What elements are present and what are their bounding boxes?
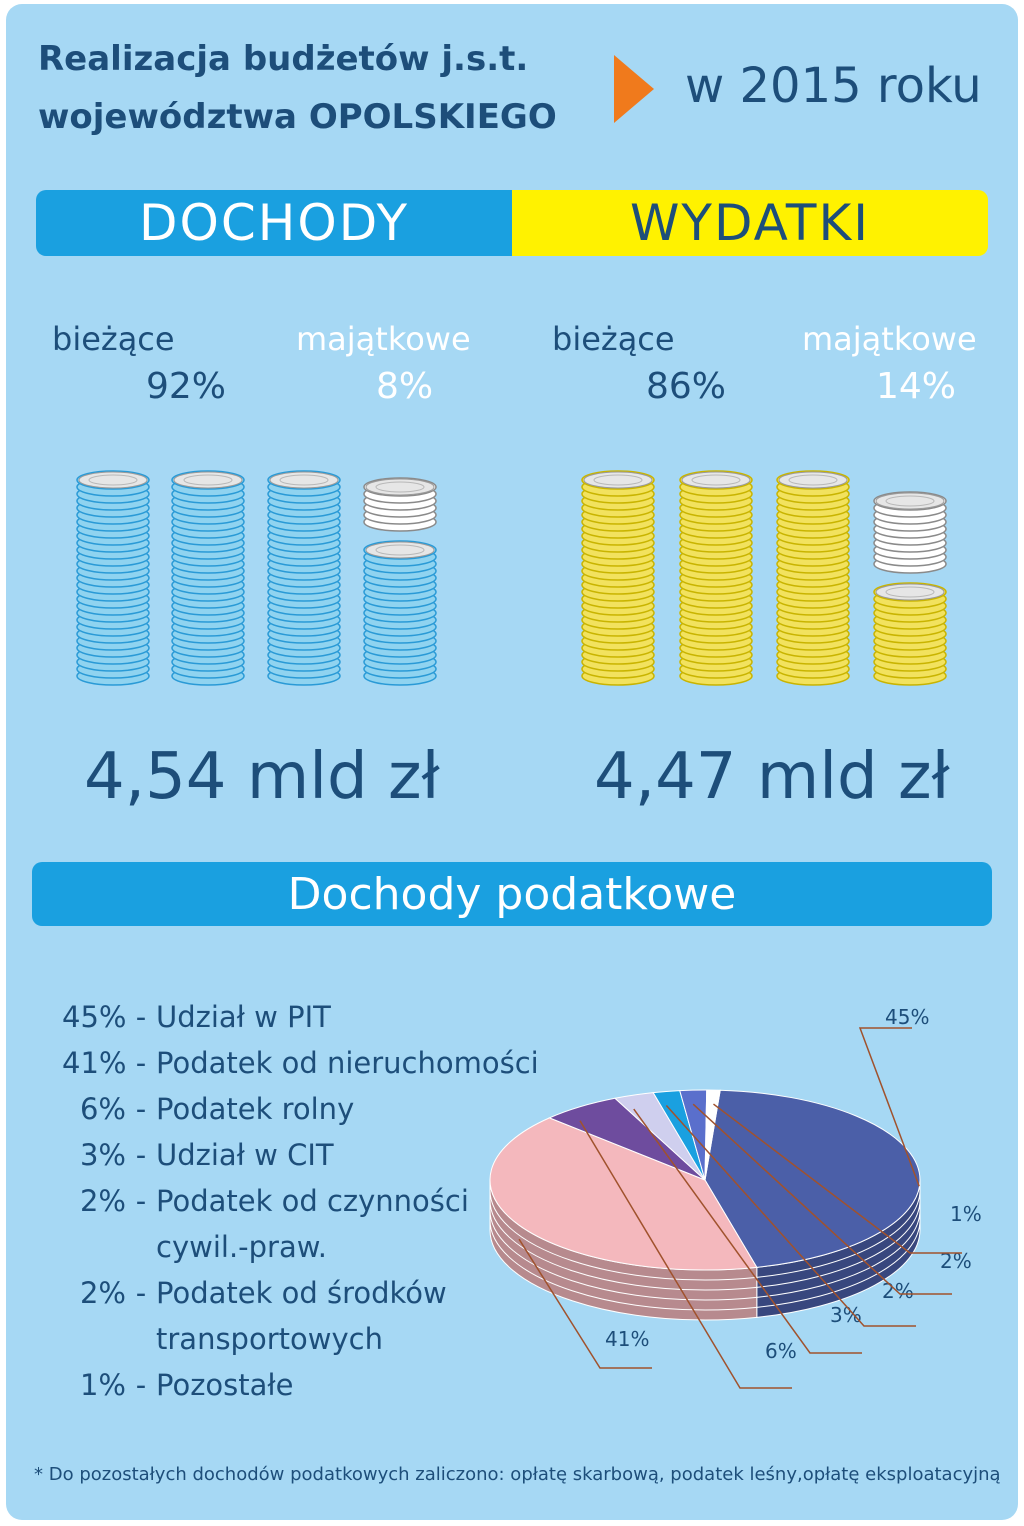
legend-item: 6% - Podatek rolny bbox=[62, 1086, 582, 1132]
pie-slice-label: 6% bbox=[765, 1339, 797, 1363]
legend-dash: - bbox=[135, 1092, 147, 1126]
wydatki-biezace-label: bieżące bbox=[552, 320, 675, 358]
dochody-biezace-pct: 92% bbox=[146, 366, 227, 407]
pie-layer-line bbox=[756, 1189, 921, 1278]
dochody-majatkowe-pct: 8% bbox=[376, 366, 434, 407]
legend-item: 2% - Podatek od czynności bbox=[62, 1178, 582, 1224]
legend-item: cywil.-praw. bbox=[62, 1224, 582, 1270]
coin-stacks bbox=[76, 470, 947, 686]
title-line-1: Realizacja budżetów j.s.t. bbox=[38, 39, 529, 79]
pie-layer-line bbox=[756, 1199, 921, 1288]
legend-item: transportowych bbox=[62, 1316, 582, 1362]
pie-label-leader bbox=[858, 1027, 920, 1187]
legend-text: Podatek rolny bbox=[156, 1092, 355, 1126]
legend-pct: 45% bbox=[62, 1000, 127, 1034]
pie-slice-label: 1% bbox=[950, 1202, 982, 1226]
wydatki-biezace-pct: 86% bbox=[646, 366, 727, 407]
income-expense-header: DOCHODY WYDATKI bbox=[36, 190, 988, 256]
legend-text: Udział w PIT bbox=[156, 1000, 331, 1034]
dochody-biezace-stack bbox=[267, 470, 341, 686]
pie-label-leader bbox=[579, 1120, 792, 1389]
legend-text: Udział w CIT bbox=[156, 1138, 334, 1172]
legend-item: 3% - Udział w CIT bbox=[62, 1132, 582, 1178]
legend-dash: - bbox=[135, 1368, 147, 1402]
legend-item: 45% - Udział w PIT bbox=[62, 994, 582, 1040]
legend-pct bbox=[62, 1224, 126, 1270]
wydatki-majatkowe-label: majątkowe bbox=[802, 320, 977, 358]
footnote: * Do pozostałych dochodów podatkowych za… bbox=[34, 1464, 1001, 1485]
legend-text: transportowych bbox=[156, 1322, 383, 1356]
wydatki-majatkowe-pct: 14% bbox=[876, 366, 957, 407]
title-line-2: województwa OPOLSKIEGO bbox=[38, 97, 557, 137]
pie-layer-line bbox=[489, 1219, 757, 1311]
legend-text: Pozostałe bbox=[156, 1368, 294, 1402]
pie-layer-line bbox=[756, 1219, 921, 1308]
pie-label-leader bbox=[692, 1103, 952, 1295]
legend-item: 41% - Podatek od nieruchomości bbox=[62, 1040, 582, 1086]
legend-dash: - bbox=[135, 1184, 147, 1218]
pie-slice bbox=[704, 1089, 721, 1181]
legend-item: 1% - Pozostałe bbox=[62, 1362, 582, 1408]
wydatki-biezace-stack bbox=[776, 470, 850, 686]
dochody-biezace-stack bbox=[171, 470, 245, 686]
dochody-biezace-stack bbox=[76, 470, 150, 686]
pie-label-leader bbox=[665, 1104, 916, 1327]
pie-label-leader bbox=[633, 1108, 862, 1354]
arrow-right-icon bbox=[614, 55, 654, 123]
page-title: Realizacja budżetów j.s.t. województwa O… bbox=[38, 30, 598, 146]
pie-layer-line bbox=[489, 1199, 757, 1291]
legend-pct: 2% bbox=[79, 1276, 126, 1310]
wydatki-majatkowe-stack bbox=[873, 491, 947, 574]
wydatki-biezace-stack bbox=[581, 470, 655, 686]
wydatki-total: 4,47 mld zł bbox=[594, 740, 950, 814]
podatkowe-header: Dochody podatkowe bbox=[32, 862, 992, 926]
legend-pct bbox=[62, 1316, 126, 1362]
pie-slice-label: 3% bbox=[830, 1303, 862, 1327]
legend-pct: 41% bbox=[62, 1046, 127, 1080]
legend-dash bbox=[126, 1224, 156, 1270]
dochody-majatkowe-stack bbox=[363, 477, 437, 532]
legend-dash: - bbox=[135, 1046, 147, 1080]
pie-label-leader bbox=[518, 1238, 652, 1369]
wydatki-header: WYDATKI bbox=[512, 190, 988, 256]
pie-label-leader bbox=[713, 1103, 962, 1254]
pie-layer-line bbox=[489, 1189, 757, 1281]
legend-pct: 3% bbox=[79, 1138, 126, 1172]
year-label: w 2015 roku bbox=[685, 58, 982, 114]
legend-dash: - bbox=[135, 1138, 147, 1172]
legend-text: cywil.-praw. bbox=[156, 1230, 327, 1264]
tax-legend: 45% - Udział w PIT 41% - Podatek od nieruchom… bbox=[62, 994, 582, 1408]
pie-slice-label: 41% bbox=[605, 1327, 649, 1351]
pie-slice-label: 45% bbox=[885, 1005, 929, 1029]
legend-pct: 6% bbox=[79, 1092, 126, 1126]
wydatki-biezace-partial-stack bbox=[873, 582, 947, 686]
dochody-biezace-label: bieżące bbox=[52, 320, 175, 358]
legend-pct: 2% bbox=[79, 1184, 126, 1218]
tax-pie-chart: 45%41% 6%3%2%2%1% bbox=[489, 1005, 982, 1389]
legend-item: 2% - Podatek od środków bbox=[62, 1270, 582, 1316]
legend-text: Podatek od czynności bbox=[156, 1184, 469, 1218]
dochody-majatkowe-label: majątkowe bbox=[296, 320, 471, 358]
legend-dash: - bbox=[135, 1276, 147, 1310]
wydatki-biezace-stack bbox=[679, 470, 753, 686]
dochody-header: DOCHODY bbox=[36, 190, 512, 256]
legend-dash bbox=[126, 1316, 156, 1362]
legend-text: Podatek od środków bbox=[156, 1276, 447, 1310]
pie-layer-line bbox=[489, 1209, 757, 1301]
dochody-biezace-partial-stack bbox=[363, 540, 437, 686]
legend-text: Podatek od nieruchomości bbox=[156, 1046, 539, 1080]
pie-layer-line bbox=[756, 1209, 921, 1298]
legend-dash: - bbox=[135, 1000, 147, 1034]
legend-pct: 1% bbox=[79, 1368, 126, 1402]
dochody-total: 4,54 mld zł bbox=[84, 740, 440, 814]
